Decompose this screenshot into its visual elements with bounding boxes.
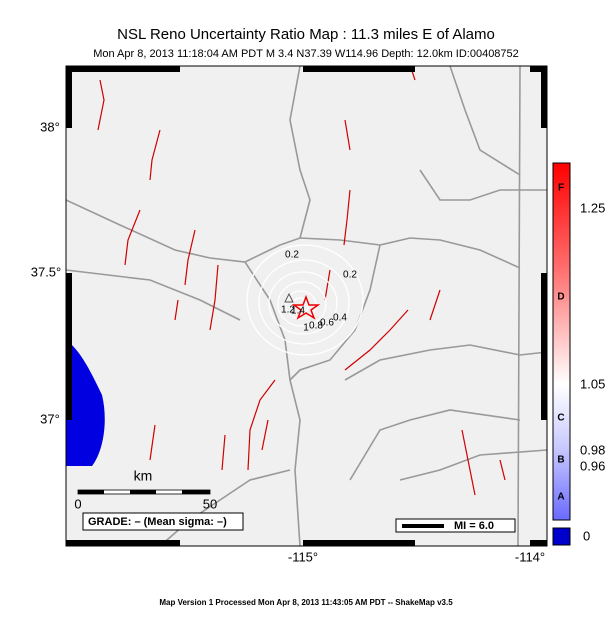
subtitle: Mon Apr 8, 2013 11:18:04 AM PDT M 3.4 N3… <box>93 48 519 60</box>
footer: Map Version 1 Processed Mon Apr 8, 2013 … <box>159 598 453 607</box>
legend-line <box>402 524 444 528</box>
colorbar-zero <box>552 527 571 546</box>
lat-label: 37° <box>40 411 60 426</box>
lon-label: -114° <box>515 549 545 564</box>
grade-letter: B <box>557 455 564 466</box>
scale-unit: km <box>134 468 153 484</box>
title: NSL Reno Uncertainty Ratio Map : 11.3 mi… <box>117 26 495 43</box>
colorbar-labels: F D C B A 1.25 1.05 0.980.96 <box>557 183 605 503</box>
contours <box>246 244 364 356</box>
faults <box>97 66 506 496</box>
contour-label: 1 <box>303 323 309 334</box>
grade-letter: D <box>557 292 564 303</box>
map-background <box>66 66 547 546</box>
colorbar <box>552 162 571 521</box>
contour-label: 1.4 <box>291 306 305 317</box>
station <box>284 292 294 303</box>
lat-label: 38° <box>40 119 60 134</box>
map-area: 0.2 0.2 1.41.2 1 0.80.6 0.4 <box>66 66 547 546</box>
scale-start: 0 <box>74 496 81 511</box>
contour-label: 1.2 <box>281 305 295 316</box>
colorbar-value: 0.98 <box>580 442 605 457</box>
grade-letter: F <box>558 183 564 194</box>
grade-text: GRADE: – (Mean sigma: –) <box>88 516 227 528</box>
contour-label: 0.4 <box>333 313 347 324</box>
colorbar-value: 0.96 <box>580 458 605 473</box>
colorbar-value: 1.05 <box>580 376 605 391</box>
legend-text: MI = 6.0 <box>454 520 494 532</box>
frame-ticks <box>66 66 547 546</box>
water-body <box>66 340 105 466</box>
contour-labels: 0.2 0.2 1.41.2 1 0.80.6 0.4 <box>281 250 357 334</box>
epicenter <box>291 294 321 320</box>
scale-end: 50 <box>203 496 217 511</box>
grade-letter: A <box>557 492 564 503</box>
contour-label: 0.6 <box>320 318 334 329</box>
scale-bar: km 0 50 <box>74 468 217 512</box>
grade-letter: C <box>557 413 564 424</box>
legend-box <box>395 518 516 533</box>
contour-label: 0.2 <box>285 250 299 261</box>
contour-label: 0.8 <box>309 321 323 332</box>
colorbar-zero-label: 0 <box>583 528 590 543</box>
contour-label: 0.2 <box>343 270 357 281</box>
lat-label: 37.5° <box>31 264 62 279</box>
roads <box>66 66 547 546</box>
colorbar-value: 1.25 <box>580 200 605 215</box>
lon-label: -115° <box>288 549 318 564</box>
grade-box <box>82 512 244 531</box>
